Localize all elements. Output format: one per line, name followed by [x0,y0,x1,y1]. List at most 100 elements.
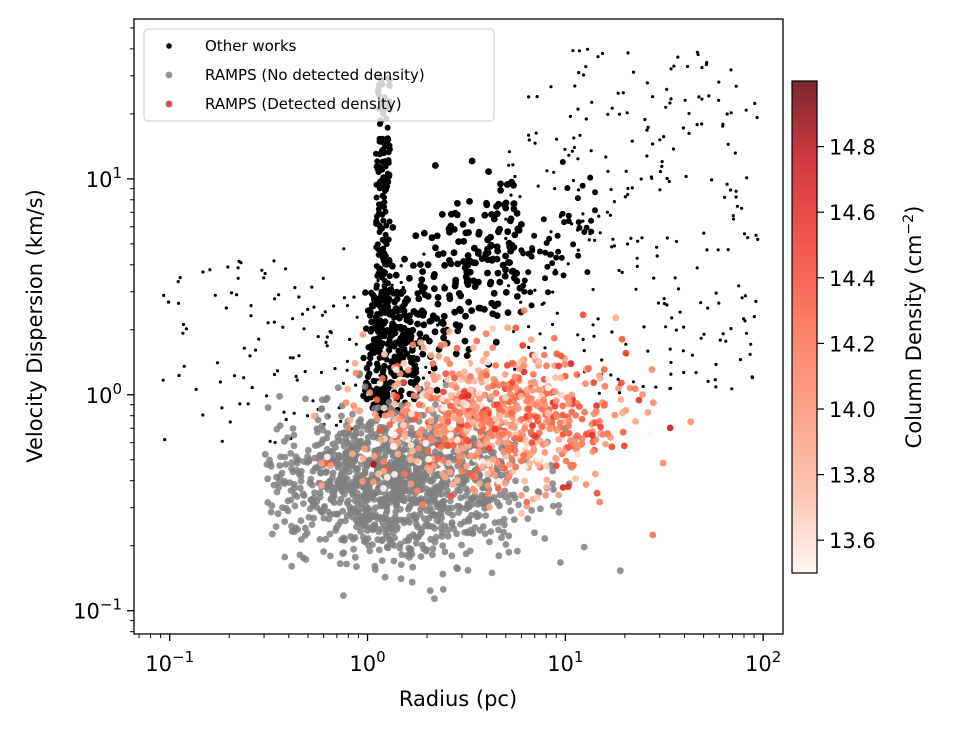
data-point [517,392,525,400]
data-point [507,507,515,515]
data-point [624,342,628,346]
data-point [426,477,434,485]
data-point [422,334,430,341]
data-point [527,289,534,296]
data-point [349,450,356,458]
data-point [502,266,509,274]
data-point [639,177,643,181]
data-point [277,453,284,461]
data-point [228,420,232,424]
data-point [300,312,305,316]
data-point [626,192,630,197]
data-point [467,386,475,393]
data-point [458,445,466,452]
data-point [401,311,408,319]
data-point [590,100,594,104]
data-point [591,323,595,327]
data-point [562,457,570,465]
data-point [507,150,511,154]
data-point [745,331,749,335]
colorbar-tick-label: 14.2 [829,332,876,356]
data-point [432,395,439,402]
data-point [458,467,465,475]
data-point [535,386,543,394]
data-point [321,276,325,280]
data-point [439,529,446,536]
data-point [742,232,747,236]
data-point [584,65,588,69]
data-point [505,461,513,468]
data-point [181,331,185,335]
data-point [527,428,535,436]
data-point [501,371,509,378]
colorbar-tick-label: 14.0 [829,398,876,422]
data-point [349,442,356,450]
data-point [626,186,630,190]
data-point [555,508,563,516]
data-point [379,319,386,327]
data-point [488,393,495,400]
data-point [381,350,388,358]
data-point [414,320,421,328]
data-point [540,216,547,223]
data-point [544,263,551,270]
data-point [380,457,388,465]
data-point [378,165,385,172]
data-point [386,218,393,225]
data-point [250,386,254,390]
data-point [527,336,535,343]
data-point [440,334,447,342]
data-point [734,189,738,193]
data-point [383,222,390,229]
data-point [335,452,343,459]
data-point [476,527,484,534]
data-point [527,95,531,99]
data-point [385,295,393,303]
data-point [470,435,478,442]
data-point [362,487,370,495]
data-point [649,399,657,407]
data-point [674,239,679,244]
data-point [652,276,656,280]
data-point [671,147,676,151]
data-point [645,154,649,158]
data-point [215,361,220,365]
data-point [527,138,531,142]
data-point [288,356,292,360]
data-point [498,431,506,438]
data-point [370,377,377,385]
data-point [571,178,576,183]
data-point [643,117,647,122]
series-0 [161,47,760,445]
data-point [306,505,314,513]
data-point [374,536,382,543]
data-point [406,518,413,526]
data-point [391,534,399,542]
data-point [478,421,485,429]
data-point [357,527,364,535]
data-point [501,272,509,280]
data-point [407,545,415,553]
data-point [588,228,595,235]
data-point [261,450,269,458]
data-point [373,385,380,392]
data-point [442,381,450,389]
data-point [465,229,472,236]
data-point [383,135,390,142]
data-point [384,516,392,524]
data-point [549,230,553,234]
data-point [651,142,655,146]
data-point [409,371,416,379]
colorbar-tick-label: 14.4 [829,267,876,291]
data-point [645,128,649,132]
data-point [690,353,695,357]
data-point [301,524,309,532]
data-point [439,250,447,257]
data-point [605,210,610,214]
data-point [443,442,451,449]
data-point [381,380,389,387]
data-point [610,330,614,334]
data-point [371,504,379,512]
series-2 [310,307,695,539]
